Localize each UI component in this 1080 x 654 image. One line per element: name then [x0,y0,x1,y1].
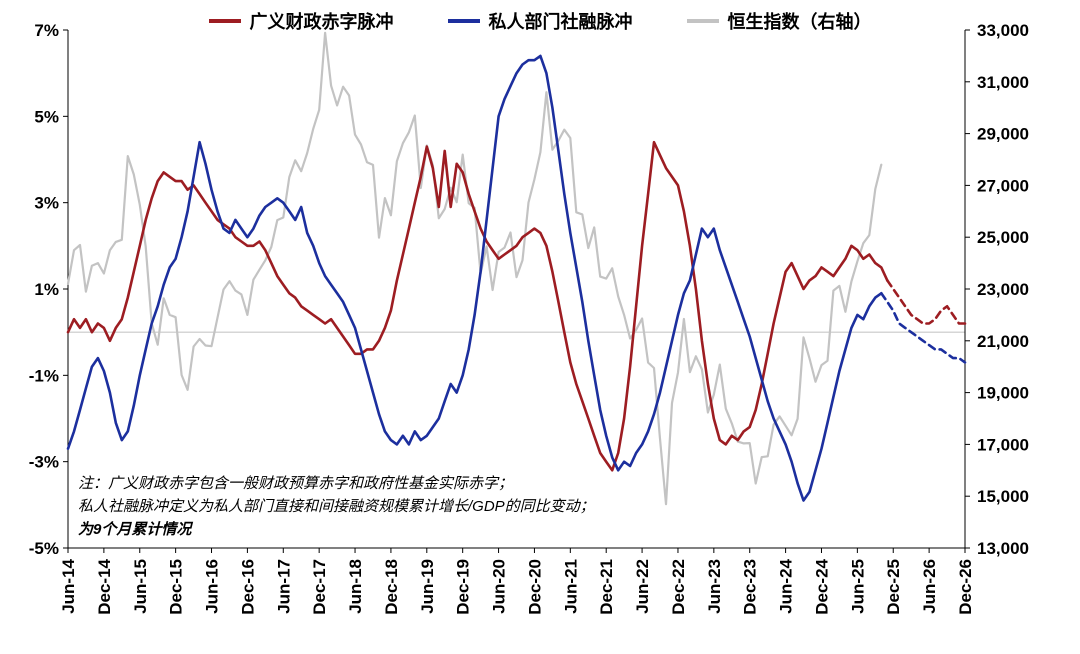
footnote-line-2: 私人社融脉冲定义为私人部门直接和间接融资规模累计增长/GDP的同比变动； [78,498,595,515]
left-axis-tick-label: -3% [29,453,59,472]
x-axis-tick-label: Jun-24 [777,558,796,613]
right-axis-tick-label: 31,000 [977,73,1029,92]
x-axis-tick-label: Jun-19 [418,559,437,614]
x-axis-tick-label: Dec-18 [382,559,401,615]
right-axis-tick-label: 13,000 [977,539,1029,558]
x-axis-tick-label: Jun-15 [131,559,150,614]
footnote-line-3: 为9个月累计情况 [78,521,192,538]
x-axis-tick-label: Jun-26 [920,559,939,614]
legend-line-swatch-blue [447,19,480,23]
right-axis-tick-label: 33,000 [977,21,1029,40]
x-axis-tick-label: Dec-20 [525,559,544,615]
x-axis-tick-label: Dec-24 [812,558,831,614]
legend-label-fiscal-impulse: 广义财政赤字脉冲 [249,12,394,32]
x-axis-tick-label: Dec-22 [669,559,688,615]
x-axis-tick-label: Jun-21 [561,559,580,614]
x-axis-tick-label: Dec-26 [956,559,975,615]
x-axis-tick-label: Jun-14 [59,558,78,613]
legend-line-swatch-red [208,19,241,23]
x-axis-tick-label: Dec-23 [741,559,760,615]
legend-item-hang-seng: 恒生指数（右轴） [686,8,872,34]
x-axis-tick-label: Jun-17 [274,559,293,614]
chart-legend: 广义财政赤字脉冲 私人部门社融脉冲 恒生指数（右轴） [0,8,1080,34]
footnote-line-1: 注：广义财政赤字包含一般财政预算赤字和政府性基金实际赤字； [78,475,514,492]
x-axis-tick-label: Jun-23 [705,559,724,614]
x-axis-tick-label: Dec-19 [454,559,473,615]
x-axis-tick-label: Jun-20 [490,559,509,614]
series-fiscal-impulse-forecast [885,279,967,325]
left-axis-tick-label: 1% [34,280,59,299]
x-axis-tick-label: Dec-15 [167,559,186,615]
left-axis-tick-label: 3% [34,194,59,213]
series-fiscal-impulse [66,140,889,472]
x-axis-tick-label: Jun-16 [203,559,222,614]
series-credit-impulse-forecast [879,291,967,364]
left-axis-tick-label: -1% [29,366,59,385]
right-axis-tick-label: 17,000 [977,435,1029,454]
legend-item-fiscal-impulse: 广义财政赤字脉冲 [208,8,394,34]
legend-label-hang-seng: 恒生指数（右轴） [727,12,872,32]
x-axis-tick-label: Dec-17 [310,559,329,615]
x-axis-tick-label: Jun-22 [633,559,652,614]
right-axis-tick-label: 23,000 [977,280,1029,299]
x-axis-tick-label: Dec-21 [597,559,616,615]
right-axis-tick-label: 27,000 [977,176,1029,195]
left-axis-tick-label: 5% [34,107,59,126]
x-axis-tick-label: Jun-18 [346,559,365,614]
legend-item-credit-impulse: 私人部门社融脉冲 [447,8,633,34]
series-credit-impulse [66,54,883,502]
chart-footnote: 注：广义财政赤字包含一般财政预算赤字和政府性基金实际赤字； 私人社融脉冲定义为私… [78,472,595,541]
legend-line-swatch-gray [686,19,719,23]
left-axis-tick-label: 7% [34,21,59,40]
series-hang-seng-index [66,31,883,506]
left-axis-tick-label: -5% [29,539,59,558]
x-axis-tick-label: Dec-14 [95,558,114,614]
x-axis-tick-label: Jun-25 [848,559,867,614]
x-axis-tick-label: Dec-25 [884,559,903,615]
right-axis-tick-label: 15,000 [977,487,1029,506]
right-axis-tick-label: 29,000 [977,125,1029,144]
legend-label-credit-impulse: 私人部门社融脉冲 [488,12,633,32]
right-axis-tick-label: 19,000 [977,384,1029,403]
right-axis-tick-label: 21,000 [977,332,1029,351]
right-axis-tick-label: 25,000 [977,228,1029,247]
x-axis-tick-label: Dec-16 [238,559,257,615]
